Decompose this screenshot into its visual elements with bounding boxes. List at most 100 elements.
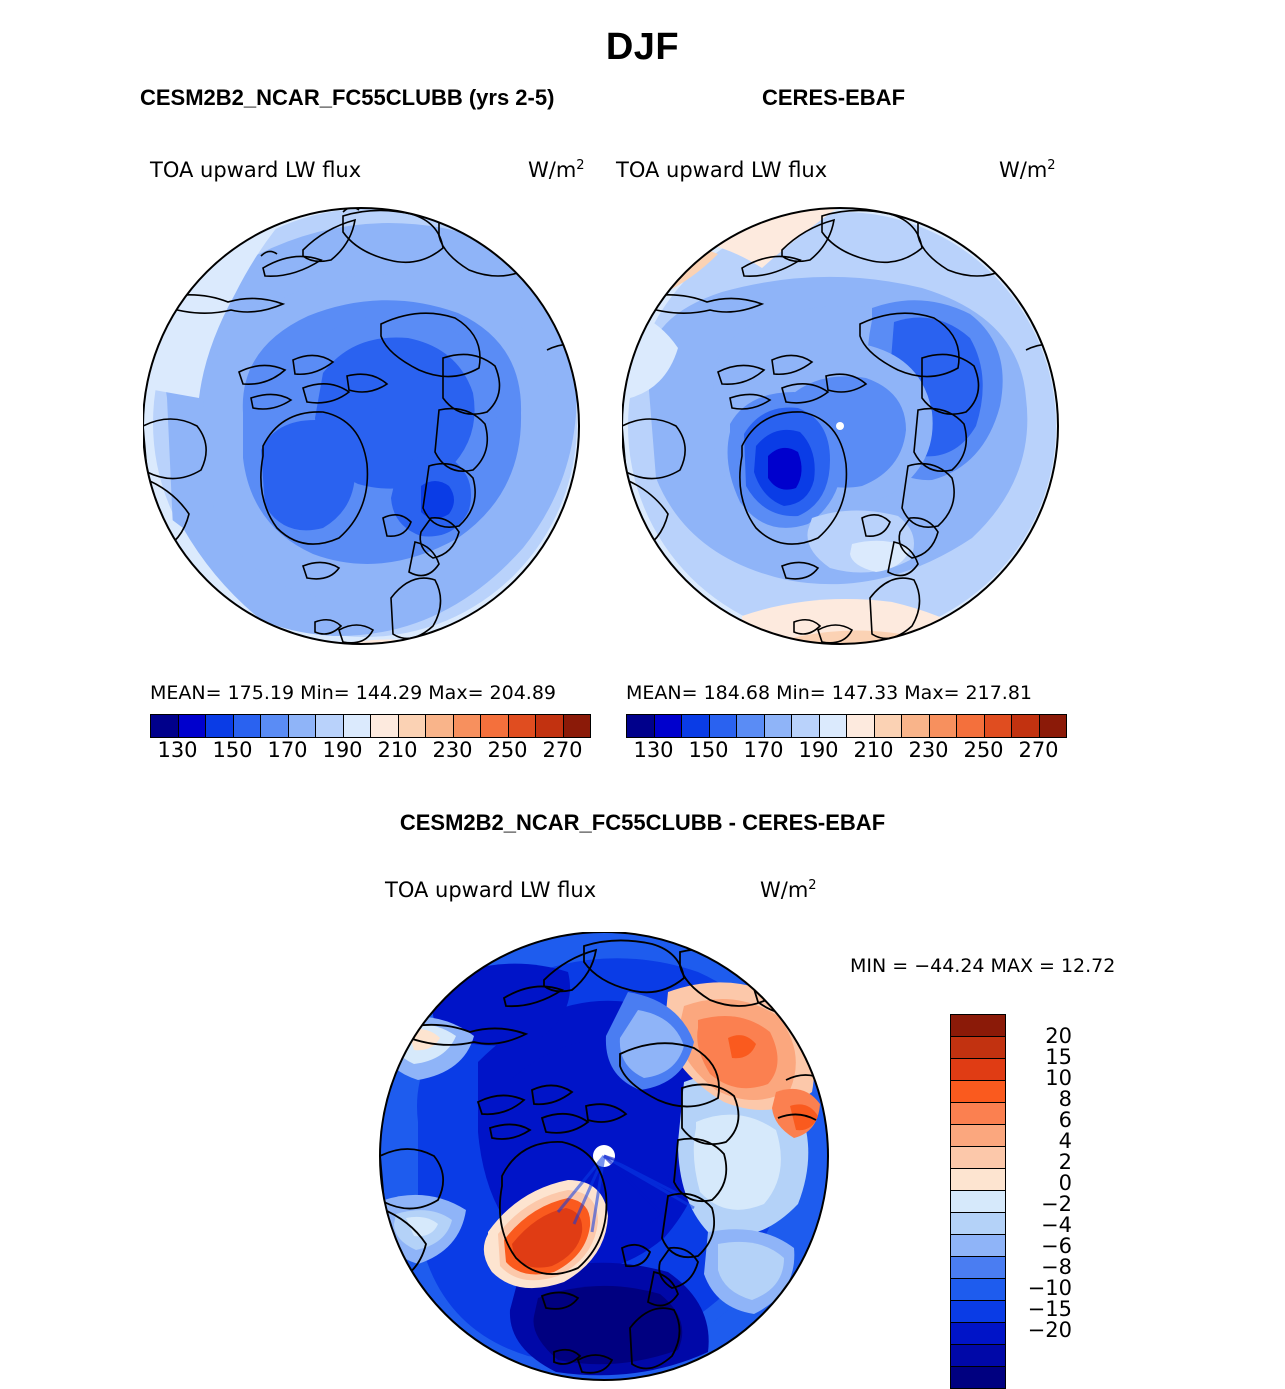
colorbar-tick-label: −2 (1041, 1192, 1072, 1216)
colorbar-swatch (736, 714, 765, 738)
colorbar-swatch (951, 1125, 1005, 1147)
model-units-exponent: 2 (576, 158, 585, 173)
obs-panel-title: CERES-EBAF (762, 85, 906, 110)
model-polar-map (143, 198, 583, 658)
colorbar-swatch (626, 714, 655, 738)
obs-units-exponent: 2 (1047, 158, 1056, 173)
difference-minmax: MIN = −44.24 MAX = 12.72 (850, 955, 1116, 977)
obs-colorbar: 130 150 170 190 210 230 250 270 (626, 714, 1067, 764)
model-units-text: W/m (528, 158, 577, 182)
colorbar-tick-label: 130 (157, 738, 198, 762)
colorbar-swatch (951, 1103, 1005, 1125)
colorbar-swatch (956, 714, 985, 738)
colorbar-tick-label: 250 (487, 738, 528, 762)
colorbar-tick-label: 210 (853, 738, 894, 762)
colorbar-swatch (681, 714, 710, 738)
colorbar-swatch (342, 714, 371, 738)
model-colorbar-cells (150, 714, 591, 738)
colorbar-tick-label: 15 (1045, 1045, 1072, 1069)
colorbar-swatch (928, 714, 957, 738)
obs-variable-label: TOA upward LW flux (616, 158, 828, 182)
colorbar-tick-label: −4 (1041, 1213, 1072, 1237)
colorbar-swatch (951, 1191, 1005, 1213)
colorbar-swatch (653, 714, 682, 738)
colorbar-tick-label: 0 (1058, 1171, 1072, 1195)
model-panel-title: CESM2B2_NCAR_FC55CLUBB (yrs 2-5) (140, 85, 555, 110)
difference-colorbar-ticks: 20 15 10 8 6 4 2 0 −2 −4 −6 −8 −10 −15 −20 (1010, 1014, 1072, 1371)
colorbar-tick-label: 230 (908, 738, 949, 762)
colorbar-swatch (873, 714, 902, 738)
colorbar-swatch (951, 1081, 1005, 1103)
difference-units-exponent: 2 (808, 878, 817, 893)
obs-units-label: W/m2 (999, 158, 1056, 182)
colorbar-swatch (951, 1169, 1005, 1191)
difference-colorbar-cells (950, 1014, 1006, 1389)
colorbar-swatch (562, 714, 591, 738)
colorbar-tick-label: −15 (1027, 1297, 1072, 1321)
colorbar-swatch (951, 1059, 1005, 1081)
colorbar-tick-label: 250 (963, 738, 1004, 762)
difference-panel-title: CESM2B2_NCAR_FC55CLUBB - CERES-EBAF (399, 810, 886, 835)
colorbar-tick-label: 6 (1058, 1108, 1072, 1132)
colorbar-swatch (315, 714, 344, 738)
colorbar-swatch (951, 1345, 1005, 1367)
colorbar-tick-label: 270 (542, 738, 583, 762)
colorbar-tick-label: 130 (633, 738, 674, 762)
difference-units-label: W/m2 (760, 878, 817, 902)
obs-colorbar-cells (626, 714, 1067, 738)
colorbar-tick-label: −20 (1027, 1318, 1072, 1342)
colorbar-tick-label: 4 (1058, 1129, 1072, 1153)
colorbar-tick-label: −10 (1027, 1276, 1072, 1300)
colorbar-tick-label: 8 (1058, 1087, 1072, 1111)
colorbar-swatch (901, 714, 930, 738)
colorbar-swatch (150, 714, 179, 738)
colorbar-swatch (983, 714, 1012, 738)
colorbar-swatch (951, 1147, 1005, 1169)
colorbar-swatch (232, 714, 261, 738)
colorbar-swatch (818, 714, 847, 738)
colorbar-tick-label: −6 (1041, 1234, 1072, 1258)
colorbar-swatch (951, 1257, 1005, 1279)
colorbar-swatch (951, 1213, 1005, 1235)
colorbar-swatch (846, 714, 875, 738)
model-units-label: W/m2 (528, 158, 585, 182)
difference-variable-label: TOA upward LW flux (385, 878, 597, 902)
colorbar-swatch (177, 714, 206, 738)
obs-polar-map (622, 198, 1062, 658)
model-colorbar: 130 150 170 190 210 230 250 270 (150, 714, 591, 764)
colorbar-tick-label: 150 (212, 738, 253, 762)
colorbar-swatch (480, 714, 509, 738)
colorbar-swatch (260, 714, 289, 738)
colorbar-tick-label: 20 (1045, 1024, 1072, 1048)
colorbar-swatch (951, 1279, 1005, 1301)
colorbar-swatch (425, 714, 454, 738)
obs-colorbar-ticks: 130 150 170 190 210 230 250 270 (626, 738, 1066, 764)
colorbar-swatch (951, 1015, 1005, 1037)
colorbar-swatch (287, 714, 316, 738)
difference-colorbar: 20 15 10 8 6 4 2 0 −2 −4 −6 −8 −10 −15 −20 (950, 1014, 1072, 1389)
colorbar-tick-label: 10 (1045, 1066, 1072, 1090)
difference-polar-map (378, 932, 830, 1382)
difference-units-text: W/m (760, 878, 809, 902)
colorbar-tick-label: 170 (267, 738, 308, 762)
colorbar-swatch (1038, 714, 1067, 738)
colorbar-swatch (370, 714, 399, 738)
colorbar-swatch (951, 1301, 1005, 1323)
colorbar-swatch (708, 714, 737, 738)
model-colorbar-ticks: 130 150 170 190 210 230 250 270 (150, 738, 590, 764)
colorbar-swatch (507, 714, 536, 738)
colorbar-tick-label: 210 (377, 738, 418, 762)
colorbar-swatch (1011, 714, 1040, 738)
colorbar-tick-label: 150 (688, 738, 729, 762)
model-stats: MEAN= 175.19 Min= 144.29 Max= 204.89 (150, 682, 557, 704)
colorbar-swatch (951, 1367, 1005, 1388)
colorbar-tick-label: 190 (798, 738, 839, 762)
colorbar-tick-label: 190 (322, 738, 363, 762)
colorbar-tick-label: 170 (743, 738, 784, 762)
colorbar-swatch (791, 714, 820, 738)
colorbar-tick-label: −8 (1041, 1255, 1072, 1279)
colorbar-tick-label: 230 (432, 738, 473, 762)
colorbar-swatch (205, 714, 234, 738)
colorbar-swatch (951, 1323, 1005, 1345)
obs-units-text: W/m (999, 158, 1048, 182)
